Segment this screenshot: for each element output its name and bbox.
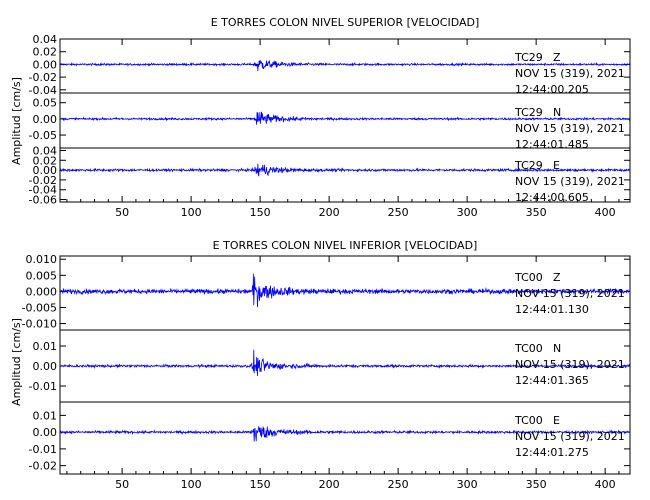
chart1-e-date: NOV 15 (319), 2021: [515, 175, 625, 188]
x-tick-label: 100: [181, 206, 202, 219]
x-tick-label: 200: [319, 478, 340, 491]
y-tick-label: 0.04: [33, 33, 58, 46]
chart2-panel-e-frame: [59, 401, 631, 475]
chart1-panel-e: 0.040.020.00-0.02-0.04-0.06 TC29 E NOV 1…: [29, 144, 631, 207]
chart1-n-component: N: [553, 106, 561, 119]
y-tick-label: 0.02: [33, 154, 58, 167]
chart1-ylabel: Amplitud [cm/s]: [10, 77, 23, 165]
y-tick-label: 0.00: [33, 426, 58, 439]
y-tick-label: -0.02: [29, 460, 57, 473]
chart2-ylabel: Amplitud [cm/s]: [10, 318, 23, 406]
x-tick-label: 300: [457, 478, 478, 491]
y-tick-label: 0.05: [33, 97, 58, 110]
y-tick-label: 0.00: [33, 113, 58, 126]
chart2-e-component: E: [553, 414, 560, 427]
chart2-z-time: 12:44:01.130: [515, 303, 589, 316]
chart1-e-component: E: [553, 159, 560, 172]
x-tick-label: 150: [250, 206, 271, 219]
x-tick-label: 400: [595, 478, 616, 491]
y-tick-label: 0.04: [33, 144, 58, 157]
chart2-e-station: TC00: [514, 414, 543, 427]
y-tick-label: 0.000: [26, 285, 58, 298]
chart1-n-station: TC29: [514, 106, 543, 119]
y-tick-label: -0.06: [29, 194, 57, 207]
chart2-title: E TORRES COLON NIVEL INFERIOR [VELOCIDAD…: [213, 239, 478, 252]
y-tick-label: -0.05: [29, 129, 57, 142]
chart2-x-axis: 50 100 150 200 250 300 350 400: [66, 256, 620, 491]
chart1-title: E TORRES COLON NIVEL SUPERIOR [VELOCIDAD…: [211, 16, 480, 29]
y-tick-label: 0.01: [33, 409, 58, 422]
y-tick-label: -0.04: [29, 184, 57, 197]
chart2-n-date: NOV 15 (319), 2021: [515, 358, 625, 371]
chart1-z-station: TC29: [514, 51, 543, 64]
x-tick-label: 100: [181, 478, 202, 491]
y-tick-label: 0.005: [26, 269, 58, 282]
chart1-z-component: Z: [553, 51, 561, 64]
y-tick-label: 0.02: [33, 46, 58, 59]
chart1-z-date: NOV 15 (319), 2021: [515, 67, 625, 80]
chart1-panel-e-frame: [59, 147, 631, 203]
chart2-n-trace: [59, 349, 631, 376]
chart2-n-component: N: [553, 342, 561, 355]
chart1-panel-n: 0.050.00-0.05 TC29 N NOV 15 (319), 2021 …: [29, 92, 631, 151]
x-tick-label: 50: [115, 478, 129, 491]
y-tick-label: -0.01: [29, 380, 57, 393]
y-tick-label: 0.010: [26, 253, 58, 266]
chart2-panel-e: 0.01 0.00 -0.01 -0.02 TC00 E NOV 15 (319), …: [29, 401, 631, 475]
x-tick-label: 400: [595, 206, 616, 219]
x-tick-label: 250: [388, 478, 409, 491]
chart2-n-time: 12:44:01.365: [515, 374, 589, 387]
x-tick-label: 50: [115, 206, 129, 219]
y-tick-label: 0.01: [33, 340, 58, 353]
chart1-z-trace: [59, 60, 631, 72]
x-tick-label: 350: [526, 478, 547, 491]
x-tick-label: 300: [457, 206, 478, 219]
chart2-z-station: TC00: [514, 271, 543, 284]
y-tick-label: -0.010: [22, 318, 57, 331]
chart2-z-date: NOV 15 (319), 2021: [515, 287, 625, 300]
chart2-n-station: TC00: [514, 342, 543, 355]
chart2-z-component: Z: [553, 271, 561, 284]
y-tick-label: -0.005: [22, 301, 57, 314]
chart1-n-date: NOV 15 (319), 2021: [515, 122, 625, 135]
y-tick-label: 0.00: [33, 360, 58, 373]
chart1-x-axis: 50 100 150 200 250 300 350 400: [66, 39, 620, 219]
chart2-e-trace: [59, 425, 631, 442]
x-tick-label: 150: [250, 478, 271, 491]
x-tick-label: 250: [388, 206, 409, 219]
y-tick-label: -0.01: [29, 443, 57, 456]
x-tick-label: 350: [526, 206, 547, 219]
y-tick-label: 0.00: [33, 164, 58, 177]
chart1-e-trace: [59, 163, 631, 177]
chart2-e-time: 12:44:01.275: [515, 446, 589, 459]
chart2-e-date: NOV 15 (319), 2021: [515, 430, 625, 443]
y-tick-label: -0.04: [29, 84, 57, 97]
chart1-e-time: 12:44:00.605: [515, 191, 589, 204]
chart2-z-trace: [59, 273, 631, 308]
y-tick-label: -0.02: [29, 174, 57, 187]
chart1-n-trace: [59, 111, 631, 125]
y-tick-label: -0.02: [29, 71, 57, 84]
chart2-panel-n: 0.010.00-0.01 TC00 N NOV 15 (319), 2021 …: [29, 329, 631, 403]
chart1-n-time: 12:44:01.485: [515, 138, 589, 151]
chart1-e-station: TC29: [514, 159, 543, 172]
y-tick-label: 0.00: [33, 58, 58, 71]
chart1-z-time: 12:44:00.205: [515, 83, 589, 96]
x-tick-label: 200: [319, 206, 340, 219]
chart2-panel-z: 0.010 0.005 0.000 -0.005 -0.010 TC00 Z NOV 1…: [22, 253, 631, 331]
